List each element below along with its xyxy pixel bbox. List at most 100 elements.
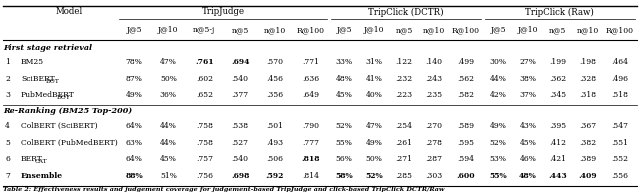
- Text: .790: .790: [302, 122, 319, 130]
- Text: .409: .409: [579, 172, 597, 180]
- Text: .345: .345: [549, 91, 566, 99]
- Text: .318: .318: [579, 91, 596, 99]
- Text: .367: .367: [579, 122, 596, 130]
- Text: J@10: J@10: [158, 26, 179, 34]
- Text: 31%: 31%: [365, 58, 383, 66]
- Text: .756: .756: [196, 172, 213, 180]
- Text: .527: .527: [232, 139, 249, 146]
- Text: 52%: 52%: [365, 172, 383, 180]
- Text: .570: .570: [266, 58, 283, 66]
- Text: 58%: 58%: [335, 172, 353, 180]
- Text: SciBERT: SciBERT: [21, 75, 55, 83]
- Text: 43%: 43%: [520, 122, 536, 130]
- Text: .382: .382: [579, 139, 596, 146]
- Text: 49%: 49%: [365, 139, 383, 146]
- Text: J@5: J@5: [126, 26, 142, 34]
- Text: BM25: BM25: [21, 58, 44, 66]
- Text: .582: .582: [458, 91, 474, 99]
- Text: n@5: n@5: [396, 26, 413, 34]
- Text: 2: 2: [5, 75, 10, 83]
- Text: .223: .223: [396, 91, 413, 99]
- Text: Model: Model: [56, 7, 83, 16]
- Text: .261: .261: [396, 139, 413, 146]
- Text: J@5: J@5: [490, 26, 506, 34]
- Text: .777: .777: [302, 139, 319, 146]
- Text: .199: .199: [549, 58, 566, 66]
- Text: 45%: 45%: [160, 155, 177, 163]
- Text: 52%: 52%: [490, 139, 506, 146]
- Text: n@5-j: n@5-j: [193, 26, 216, 34]
- Text: .243: .243: [426, 75, 442, 83]
- Text: .395: .395: [549, 122, 566, 130]
- Text: .499: .499: [458, 58, 474, 66]
- Text: 48%: 48%: [336, 75, 353, 83]
- Text: .328: .328: [579, 75, 596, 83]
- Text: .556: .556: [611, 172, 628, 180]
- Text: TripClick (DCTR): TripClick (DCTR): [369, 7, 444, 17]
- Text: TripJudge: TripJudge: [202, 7, 244, 16]
- Text: 53%: 53%: [490, 155, 506, 163]
- Text: .551: .551: [611, 139, 628, 146]
- Text: .140: .140: [426, 58, 442, 66]
- Text: .421: .421: [549, 155, 566, 163]
- Text: n@5: n@5: [232, 26, 249, 34]
- Text: 4: 4: [5, 122, 10, 130]
- Text: .464: .464: [611, 58, 628, 66]
- Text: .198: .198: [579, 58, 596, 66]
- Text: .254: .254: [396, 122, 413, 130]
- Text: 6: 6: [5, 155, 10, 163]
- Text: n@10: n@10: [423, 26, 445, 34]
- Text: .270: .270: [426, 122, 442, 130]
- Text: .592: .592: [265, 172, 284, 180]
- Text: 55%: 55%: [489, 172, 507, 180]
- Text: .456: .456: [266, 75, 283, 83]
- Text: 52%: 52%: [336, 122, 353, 130]
- Text: .602: .602: [196, 75, 213, 83]
- Text: n@10: n@10: [577, 26, 599, 34]
- Text: n@5: n@5: [549, 26, 566, 34]
- Text: 44%: 44%: [160, 139, 177, 146]
- Text: 44%: 44%: [490, 75, 506, 83]
- Text: .540: .540: [232, 155, 249, 163]
- Text: .562: .562: [458, 75, 474, 83]
- Text: 27%: 27%: [520, 58, 536, 66]
- Text: .493: .493: [266, 139, 283, 146]
- Text: 40%: 40%: [365, 91, 383, 99]
- Text: .600: .600: [456, 172, 476, 180]
- Text: .389: .389: [579, 155, 596, 163]
- Text: 1: 1: [5, 58, 10, 66]
- Text: 44%: 44%: [160, 122, 177, 130]
- Text: .649: .649: [302, 91, 319, 99]
- Text: 36%: 36%: [160, 91, 177, 99]
- Text: 49%: 49%: [490, 122, 506, 130]
- Text: 63%: 63%: [125, 139, 143, 146]
- Text: .271: .271: [396, 155, 413, 163]
- Text: 45%: 45%: [336, 91, 353, 99]
- Text: DOT: DOT: [56, 95, 70, 100]
- Text: .285: .285: [396, 172, 413, 180]
- Text: 38%: 38%: [520, 75, 536, 83]
- Text: .761: .761: [195, 58, 214, 66]
- Text: .758: .758: [196, 139, 213, 146]
- Text: 64%: 64%: [125, 122, 143, 130]
- Text: R@100: R@100: [605, 26, 634, 34]
- Text: 33%: 33%: [335, 58, 353, 66]
- Text: 47%: 47%: [365, 122, 383, 130]
- Text: .377: .377: [232, 91, 249, 99]
- Text: 42%: 42%: [490, 91, 506, 99]
- Text: 46%: 46%: [520, 155, 536, 163]
- Text: .443: .443: [548, 172, 567, 180]
- Text: .362: .362: [549, 75, 566, 83]
- Text: .547: .547: [611, 122, 628, 130]
- Text: R@100: R@100: [296, 26, 324, 34]
- Text: 50%: 50%: [365, 155, 383, 163]
- Text: .636: .636: [302, 75, 319, 83]
- Text: .698: .698: [231, 172, 250, 180]
- Text: .814: .814: [302, 172, 319, 180]
- Text: First stage retrieval: First stage retrieval: [3, 44, 92, 51]
- Text: 5: 5: [5, 139, 10, 146]
- Text: PubMedBERT: PubMedBERT: [21, 91, 75, 99]
- Text: .501: .501: [266, 122, 283, 130]
- Text: .757: .757: [196, 155, 213, 163]
- Text: 78%: 78%: [125, 58, 143, 66]
